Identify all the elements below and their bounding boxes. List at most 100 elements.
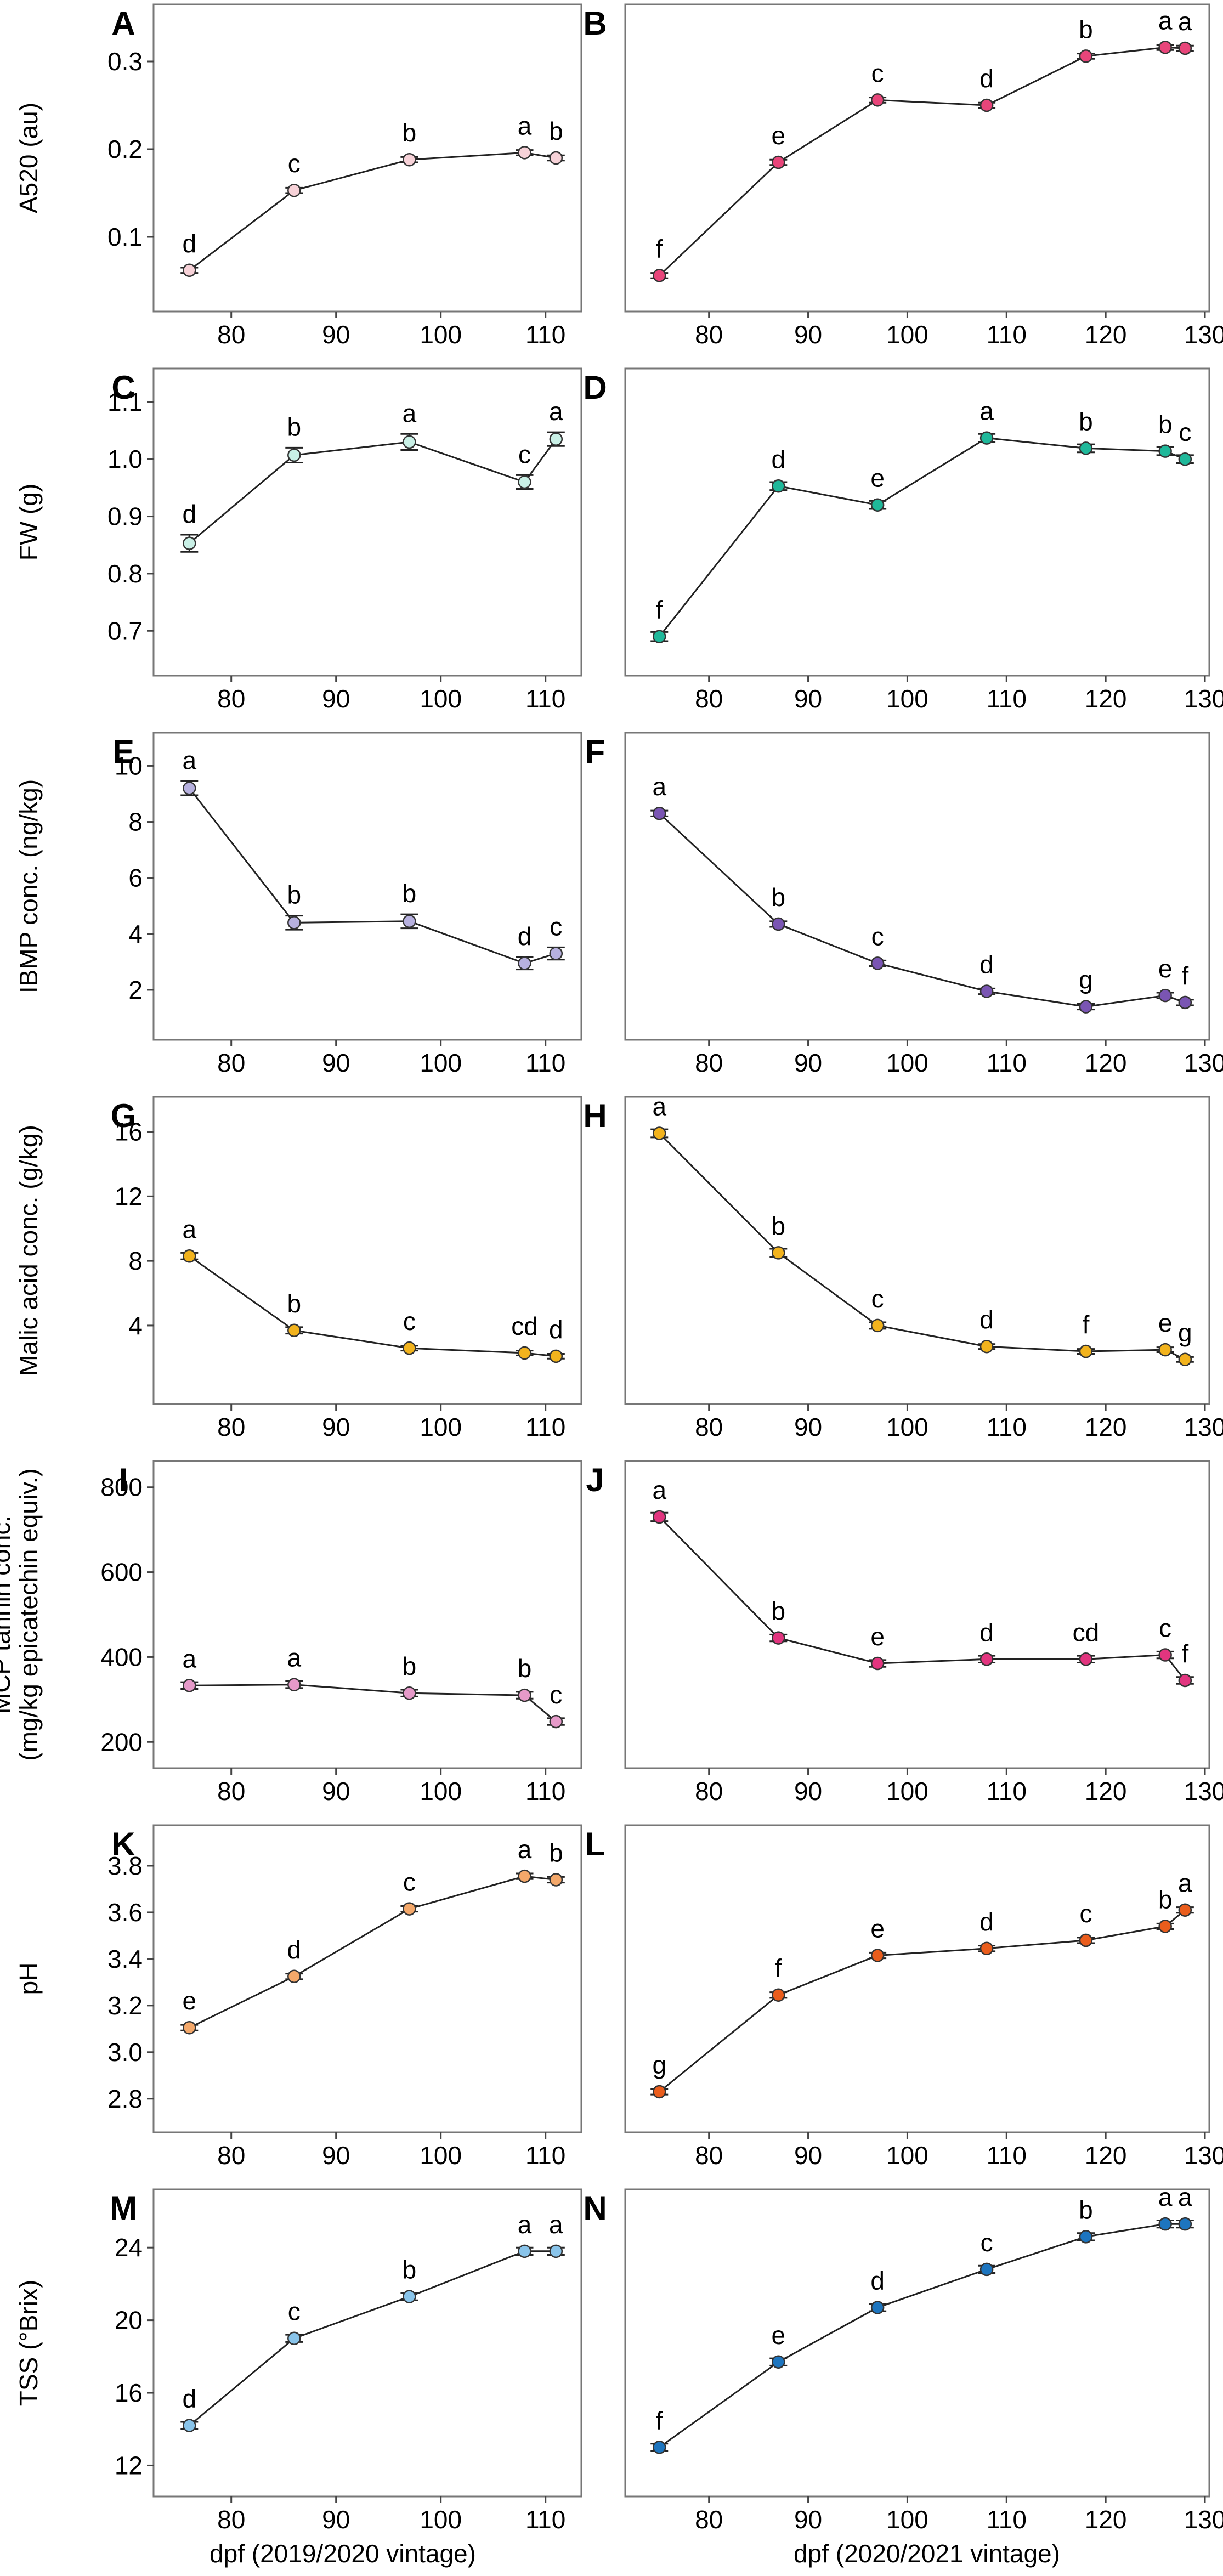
significance-letter: f [656,234,663,263]
significance-letter: a [518,2210,532,2239]
x-tick-label: 80 [695,1049,723,1077]
data-point [549,1349,563,1363]
y-tick-label: 2.8 [107,2085,143,2113]
y-tick-label: 16 [115,2379,143,2407]
y-tick-label: 4 [128,920,143,948]
x-tick-label: 100 [420,2505,462,2534]
panel-letter: M [110,2190,137,2227]
y-tick-label: 200 [100,1728,143,1756]
y-tick-label: 0.9 [107,502,143,531]
panel-m: M 80 90 100 110 12 16 20 24 TSS (°Brix) d c b a a [14,2188,582,2534]
x-tick-label: 80 [217,2141,245,2170]
significance-letter: b [287,1289,302,1318]
data-point [287,1969,301,1984]
data-point [979,2262,994,2277]
data-point [1158,1920,1172,1933]
significance-letter: c [550,1680,562,1709]
data-point [287,1323,301,1338]
y-tick-label: 0.3 [107,47,143,76]
data-point [403,1686,416,1700]
significance-letter: b [549,1838,563,1867]
x-tick-label: 100 [886,2505,928,2534]
panel-e: E 80 90 100 110 2 4 6 8 10 IBMP conc. (ng/kg) a b b d c [14,732,582,1077]
data-point [870,93,885,107]
data-point [549,2244,563,2258]
data-point [772,1631,785,1645]
data-point [1079,49,1093,63]
x-tick-label: 80 [695,2505,723,2534]
significance-letter: d [183,229,197,258]
data-point [403,2290,416,2303]
data-point [979,984,994,998]
significance-letter: a [183,1215,197,1243]
significance-letter: c [871,59,884,87]
panel-letter: E [112,733,134,770]
significance-letter: f [775,1954,782,1983]
y-tick-label: 400 [100,1643,143,1671]
significance-letter: d [870,2266,885,2295]
data-point [870,1949,885,1962]
plot-frame [152,3,582,313]
panel-letter: F [585,733,605,770]
x-tick-label: 110 [525,320,565,349]
data-point [1178,41,1192,55]
y-tick-label: 3.4 [107,1945,143,1973]
y-axis-label: Malic acid conc. (g/kg) [14,1125,43,1376]
plot-frame [624,1096,1210,1405]
data-point [518,475,531,489]
data-point [287,1678,301,1691]
significance-letter: e [870,1622,885,1651]
data-point [653,1126,666,1140]
x-tick-label: 100 [886,684,928,713]
y-tick-label: 12 [115,2451,143,2479]
significance-letter: b [549,117,563,145]
x-tick-label: 90 [794,2505,822,2534]
significance-letter: d [771,445,785,473]
x-tick-label: 90 [322,1049,350,1077]
data-point [979,1941,994,1956]
significance-letter: e [1158,954,1173,983]
significance-letter: f [656,596,663,624]
x-tick-label: 110 [525,1049,565,1077]
data-point [403,914,416,929]
x-tick-label: 90 [322,2141,350,2170]
y-axis-label: MCP tannin conc. [0,1515,15,1714]
x-tick-label: 110 [525,1413,565,1441]
y-tick-label: 1.1 [107,388,143,416]
significance-letter: g [652,2051,666,2079]
significance-letter: a [183,1644,197,1673]
data-point [287,448,301,462]
data-point [287,2331,301,2345]
significance-letter: a [1178,2183,1192,2211]
data-point [1178,2217,1192,2231]
significance-letter: b [1079,2195,1093,2224]
x-tick-label: 90 [322,684,350,713]
x-tick-label: 100 [420,1413,462,1441]
y-tick-label: 0.7 [107,616,143,645]
significance-letter: a [979,397,994,426]
data-point [653,1510,666,1524]
data-point [183,782,196,795]
data-point [1158,988,1172,1003]
significance-letter: b [771,1597,785,1626]
significance-letter: c [288,2297,301,2326]
panel-letter: K [111,1826,135,1862]
data-point [1158,444,1172,458]
y-tick-label: 6 [128,864,143,892]
plot-frame [152,1824,582,2133]
data-point [549,947,563,960]
significance-letter: d [518,922,532,950]
significance-letter: a [518,1835,532,1864]
x-tick-label: 80 [695,320,723,349]
y-axis-label: pH [14,1963,43,1995]
x-tick-label: 130 [1184,320,1223,349]
x-tick-label: 80 [217,1049,245,1077]
plot-frame [152,1096,582,1405]
plot-frame [624,732,1210,1041]
x-tick-label: 110 [987,320,1027,349]
x-tick-label: 110 [987,1777,1027,1805]
panel-letter: J [586,1462,604,1498]
significance-letter: d [979,1305,994,1334]
y-axis-label: A520 (au) [14,103,43,213]
significance-letter: e [183,1986,197,2015]
